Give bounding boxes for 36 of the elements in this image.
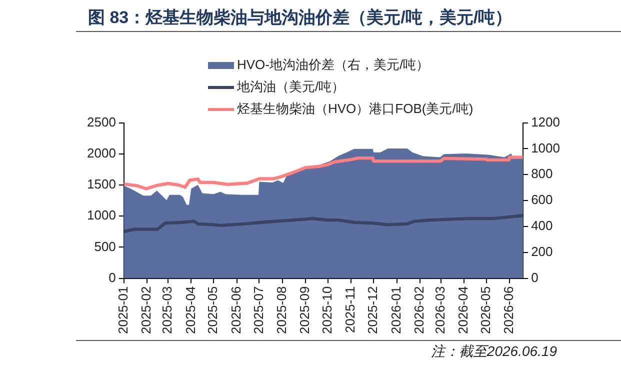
y2-tick-label: 0 <box>531 270 538 285</box>
x-tick-label: 2025-05 <box>205 286 220 334</box>
y-tick-label: 2000 <box>87 145 116 160</box>
x-tick-label: 2026-03 <box>432 286 448 334</box>
legend-label: HVO-地沟油价差（右，美元/吨） <box>236 56 430 74</box>
legend-label: 地沟油（美元/吨） <box>236 78 346 96</box>
x-tick-label: 2026-04 <box>456 286 471 334</box>
y-tick-label: 1000 <box>87 208 116 223</box>
y2-tick-label: 600 <box>531 192 553 208</box>
y-tick-label: 2500 <box>87 114 116 130</box>
x-tick-label: 2025-04 <box>182 286 198 334</box>
legend-label: 烃基生物柴油（HVO）港口FOB(美元/吨) <box>236 100 474 118</box>
y-tick-label: 1500 <box>87 176 116 192</box>
y2-tick-label: 200 <box>531 244 553 259</box>
x-tick-label: 2026-01 <box>388 286 404 334</box>
text: 注：截至2026.06.19 <box>430 343 557 361</box>
x-tick-label: 2025-09 <box>297 286 312 334</box>
x-tick-label: 2025-02 <box>138 286 154 334</box>
x-tick-label: 2025-08 <box>274 286 289 334</box>
y2-tick-label: 1000 <box>531 140 560 156</box>
x-tick-label: 2025-03 <box>160 286 175 334</box>
chart-title: 图 83：烃基生物柴油与地沟油价差（美元/吨，美元/吨） <box>88 7 512 29</box>
y2-tick-label: 1200 <box>531 114 560 130</box>
y-tick-label: 500 <box>94 238 116 254</box>
x-tick-label: 2026-06 <box>501 286 516 334</box>
x-tick-label: 2026-05 <box>478 286 494 334</box>
y-tick-label: 0 <box>108 270 116 285</box>
x-tick-label: 2025-10 <box>320 286 335 334</box>
x-tick-label: 2025-12 <box>365 286 380 334</box>
x-tick-label: 2025-11 <box>342 286 358 334</box>
y2-tick-label: 400 <box>531 218 553 234</box>
x-tick-label: 2025-06 <box>228 286 244 334</box>
x-tick-label: 2025-07 <box>250 286 266 334</box>
x-tick-label: 2025-01 <box>116 286 130 334</box>
x-tick-label: 2026-02 <box>412 286 427 334</box>
y2-tick-label: 800 <box>531 166 553 182</box>
